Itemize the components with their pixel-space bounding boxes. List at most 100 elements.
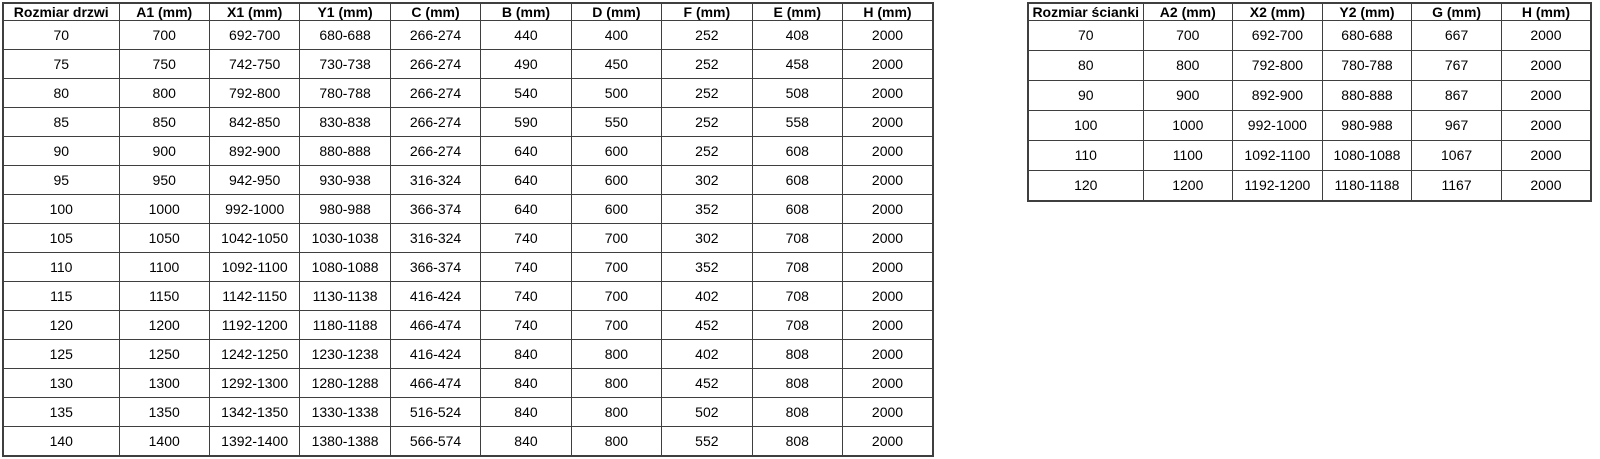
table-cell: 302 [661,222,753,253]
table-cell: 950 [118,164,210,195]
table-cell: 1192-1200 [208,309,301,340]
column-header: D (mm) [570,2,663,21]
table-cell: 808 [751,425,844,457]
table-cell: 1300 [118,367,210,398]
table-cell: 1330-1338 [299,396,391,427]
table-cell: 1150 [118,280,210,311]
table-cell: 800 [570,338,663,369]
table-row: 120 1200 1192-1200 1180-1188 1167 2000 [1027,169,1592,202]
column-header: Rozmiar ścianki [1027,2,1144,21]
table-cell: 680-688 [1321,20,1413,51]
table-cell: 1200 [1142,169,1234,202]
table-cell: 566-574 [389,425,482,457]
table-cell: 840 [480,338,572,369]
table-cell: 800 [1142,49,1234,81]
table-cell: 692-700 [1232,20,1323,51]
table-cell: 2000 [842,280,934,311]
column-header: H (mm) [1500,2,1592,21]
column-header: Y2 (mm) [1321,2,1413,21]
table-cell: 266-274 [389,20,482,50]
column-header: B (mm) [480,2,572,21]
table-cell: 892-900 [1232,79,1323,111]
table-cell: 316-324 [389,222,482,253]
wall-table-body: 70 700 692-700 680-688 667 2000 80 800 792-800 78… [1027,20,1592,202]
table-cell: 800 [570,367,663,398]
table-cell: 316-324 [389,164,482,195]
door-size-table: Rozmiar drzwi A1 (mm) X1 (mm) Y1 (mm) C (mm)… [2,2,934,457]
row-size-cell: 80 [1027,49,1144,81]
table-cell: 252 [661,48,753,79]
column-header: F (mm) [661,2,753,21]
table-cell: 490 [480,48,572,79]
table-row: 110 1100 1092-1100 1080-1088 1067 2000 [1027,139,1592,171]
table-cell: 700 [570,251,663,282]
row-size-cell: 110 [2,251,120,282]
table-cell: 700 [570,309,663,340]
column-header: H (mm) [842,2,934,21]
table-cell: 1180-1188 [299,309,391,340]
table-cell: 608 [751,135,844,166]
table-cell: 2000 [1500,169,1592,202]
table-row: 80 800 792-800 780-788 266-274 540 500 252 508 20… [2,77,934,108]
table-cell: 502 [661,396,753,427]
table-cell: 808 [751,338,844,369]
table-cell: 1380-1388 [299,425,391,457]
row-size-cell: 120 [1027,169,1144,202]
row-size-cell: 100 [2,193,120,224]
table-row: 70 700 692-700 680-688 667 2000 [1027,20,1592,51]
table-row: 105 1050 1042-1050 1030-1038 316-324 740 700 30… [2,222,934,253]
table-cell: 730-738 [299,48,391,79]
table-cell: 252 [661,77,753,108]
table-cell: 2000 [842,425,934,457]
table-cell: 700 [118,20,210,50]
table-cell: 516-524 [389,396,482,427]
row-size-cell: 75 [2,48,120,79]
table-cell: 266-274 [389,135,482,166]
table-cell: 590 [480,106,572,137]
table-cell: 2000 [842,396,934,427]
table-cell: 1092-1100 [1232,139,1323,171]
table-cell: 600 [570,135,663,166]
table-row: 70 700 692-700 680-688 266-274 440 400 252 408 20… [2,20,934,50]
table-cell: 1030-1038 [299,222,391,253]
table-cell: 402 [661,338,753,369]
table-cell: 842-850 [208,106,301,137]
table-cell: 416-424 [389,338,482,369]
table-cell: 1142-1150 [208,280,301,311]
column-header: X1 (mm) [208,2,301,21]
table-cell: 266-274 [389,48,482,79]
row-size-cell: 105 [2,222,120,253]
row-size-cell: 130 [2,367,120,398]
table-cell: 2000 [842,367,934,398]
table-cell: 1342-1350 [208,396,301,427]
table-cell: 1400 [118,425,210,457]
table-cell: 1042-1050 [208,222,301,253]
column-header: A2 (mm) [1142,2,1234,21]
table-cell: 2000 [842,222,934,253]
table-cell: 366-374 [389,193,482,224]
table-cell: 1180-1188 [1321,169,1413,202]
table-cell: 1350 [118,396,210,427]
table-row: 100 1000 992-1000 980-988 366-374 640 600 352 60… [2,193,934,224]
wall-table-header-row: Rozmiar ścianki A2 (mm) X2 (mm) Y2 (mm) G (m… [1027,2,1592,21]
table-cell: 2000 [842,338,934,369]
table-cell: 352 [661,193,753,224]
table-cell: 808 [751,396,844,427]
row-size-cell: 110 [1027,139,1144,171]
row-size-cell: 135 [2,396,120,427]
table-row: 125 1250 1242-1250 1230-1238 416-424 840 800 40… [2,338,934,369]
column-header: Y1 (mm) [299,2,391,21]
table-cell: 692-700 [208,20,301,50]
table-cell: 792-800 [1232,49,1323,81]
table-cell: 992-1000 [1232,109,1323,141]
table-cell: 366-374 [389,251,482,282]
table-cell: 930-938 [299,164,391,195]
row-size-cell: 70 [1027,20,1144,51]
table-cell: 552 [661,425,753,457]
table-cell: 800 [118,77,210,108]
table-cell: 2000 [1500,20,1592,51]
table-row: 115 1150 1142-1150 1130-1138 416-424 740 700 40… [2,280,934,311]
table-cell: 466-474 [389,309,482,340]
table-cell: 1242-1250 [208,338,301,369]
column-header: C (mm) [389,2,482,21]
